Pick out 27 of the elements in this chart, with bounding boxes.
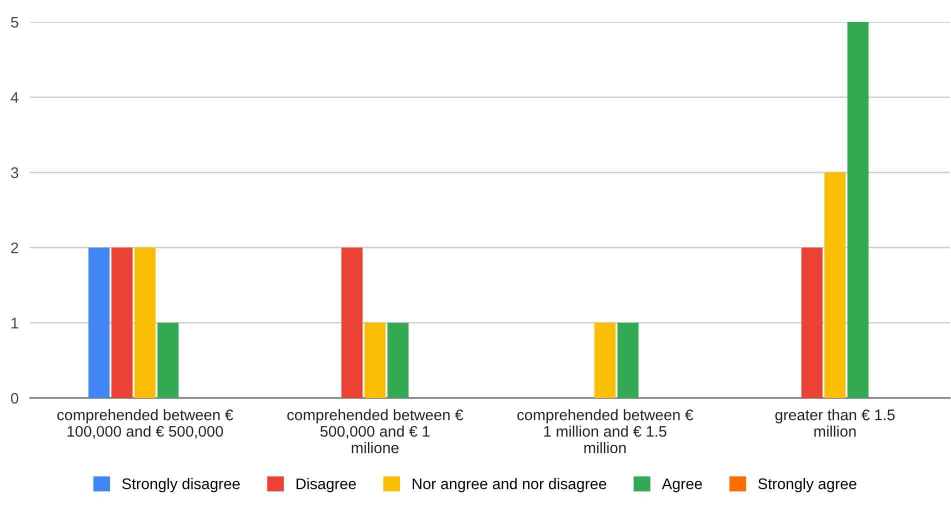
x-tick-label: comprehended between € 1 million and € 1.5 million (517, 409, 694, 454)
bar (387, 322, 409, 398)
legend-label: Agree (662, 478, 702, 492)
y-tick-label: 0 (10, 392, 18, 404)
bar (847, 22, 869, 398)
bar (801, 248, 823, 398)
legend-label: Strongly agree (758, 478, 856, 492)
y-tick-label: 3 (10, 167, 18, 178)
bar (341, 248, 363, 398)
legend-label: Nor angree and nor disagree (412, 478, 606, 492)
legend-label: Disagree (296, 478, 356, 492)
bar (617, 322, 639, 398)
bar (157, 322, 179, 398)
y-tick-label: 2 (11, 242, 18, 254)
bar (88, 248, 110, 398)
x-tick-label: greater than € 1.5 million (775, 409, 895, 437)
y-tick-label: 1 (12, 318, 18, 328)
bar (111, 248, 133, 398)
y-tick-label: 5 (11, 17, 18, 28)
legend-label: Strongly disagree (122, 478, 240, 492)
y-tick-label: 4 (10, 92, 18, 103)
bar (134, 248, 156, 398)
bar (594, 322, 616, 398)
bar (364, 322, 386, 398)
x-tick-label: comprehended between € 500,000 and € 1 milione (287, 409, 464, 454)
bar (824, 172, 846, 398)
x-tick-label: comprehended between € 100,000 and € 500,000 (57, 409, 234, 439)
